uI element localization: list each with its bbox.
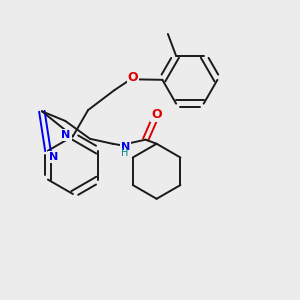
Text: N: N — [121, 142, 130, 152]
Text: O: O — [128, 71, 138, 84]
Text: H: H — [121, 148, 129, 158]
Text: O: O — [151, 108, 162, 121]
Text: N: N — [61, 130, 71, 140]
Text: N: N — [49, 152, 58, 162]
